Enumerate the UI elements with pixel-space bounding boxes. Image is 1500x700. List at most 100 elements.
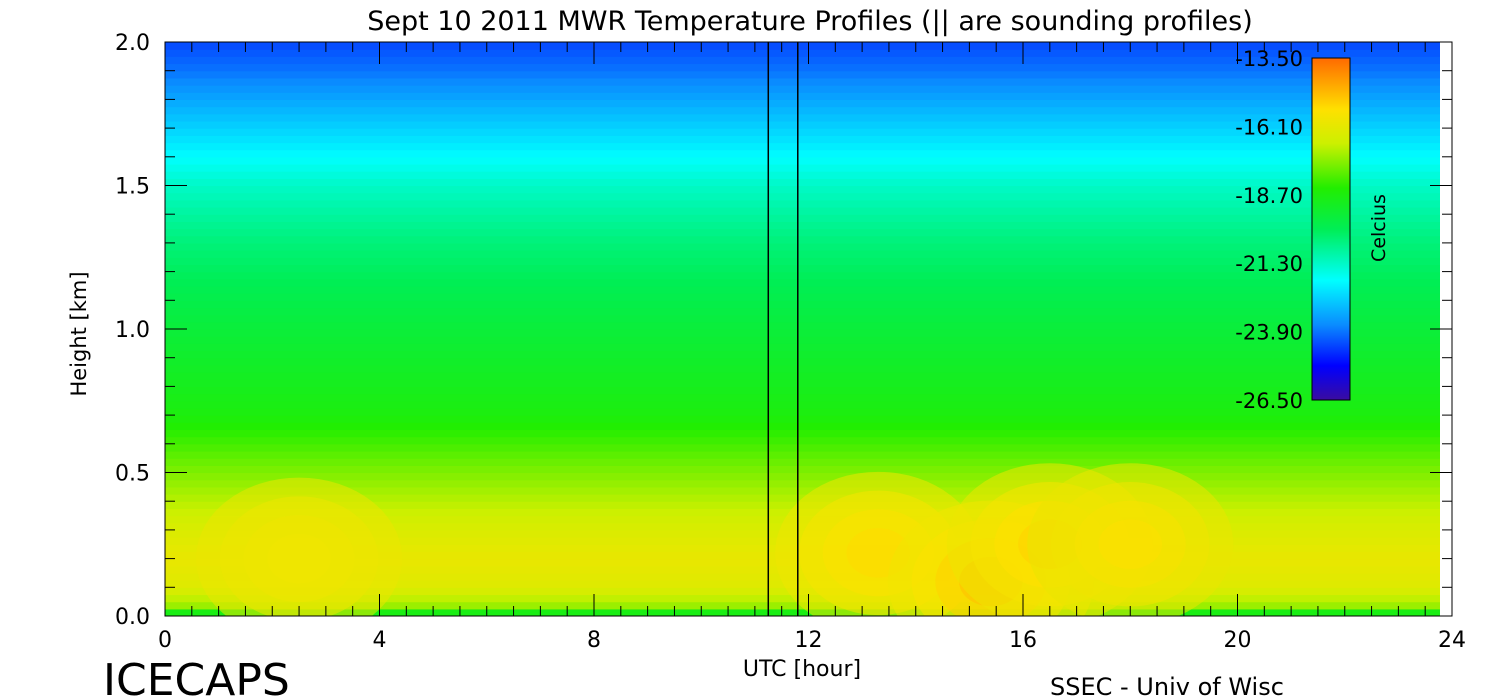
heat-band	[165, 293, 1440, 301]
heat-band	[165, 77, 1440, 86]
heat-band	[165, 228, 1440, 237]
heat-band	[165, 113, 1440, 122]
heat-band	[165, 472, 1440, 481]
heat-band	[165, 372, 1440, 380]
heat-band	[165, 393, 1440, 402]
heat-band	[165, 307, 1440, 316]
heat-band	[165, 443, 1440, 452]
heat-band	[165, 42, 1440, 50]
axis-ticks	[164, 41, 1453, 617]
heat-band	[165, 450, 1440, 459]
heat-band	[165, 422, 1440, 431]
y-tick-label: 0.5	[115, 462, 150, 487]
heat-band	[165, 379, 1440, 387]
y-tick-labels: 0.0 0.5 1.0 1.5 2.0	[115, 31, 150, 630]
heat-band	[165, 436, 1440, 445]
heat-band	[165, 99, 1440, 108]
heat-band	[165, 214, 1440, 222]
heat-band	[165, 242, 1440, 251]
heat-band	[165, 135, 1440, 144]
heat-band	[165, 386, 1440, 395]
chart-title: Sept 10 2011 MWR Temperature Profiles (|…	[367, 6, 1253, 37]
colorbar: -13.50 -16.10 -18.70 -21.30 -23.90 -26.50 Cel…	[1235, 47, 1390, 413]
warm-anomaly	[1098, 519, 1162, 569]
heat-band	[165, 400, 1440, 409]
heat-band	[165, 486, 1440, 495]
heat-band	[165, 465, 1440, 474]
heat-band	[165, 329, 1440, 337]
colorbar-tick-label: -13.50	[1235, 47, 1303, 71]
heat-band	[165, 70, 1440, 79]
heat-band	[165, 192, 1440, 201]
footer-logo-text: ICECAPS	[103, 655, 290, 700]
colorbar-tick-labels: -13.50 -16.10 -18.70 -21.30 -23.90 -26.50	[1235, 47, 1303, 413]
y-tick-label: 2.0	[115, 31, 150, 56]
heat-band	[165, 271, 1440, 280]
heat-band	[165, 357, 1440, 366]
y-tick-label: 0.0	[115, 605, 150, 630]
heat-band	[165, 149, 1440, 158]
colorbar-tick-label: -23.90	[1235, 321, 1303, 345]
heat-band	[165, 106, 1440, 115]
y-tick-label: 1.0	[115, 318, 150, 343]
heat-band	[165, 120, 1440, 129]
heat-band	[165, 221, 1440, 230]
heat-band	[165, 199, 1440, 208]
heat-band	[165, 85, 1440, 93]
colorbar-tick-label: -26.50	[1235, 389, 1303, 413]
heat-band	[165, 156, 1440, 165]
heat-band	[165, 321, 1440, 330]
x-tick-label: 8	[587, 628, 601, 653]
x-tick-label: 24	[1438, 628, 1466, 653]
heat-band	[165, 364, 1440, 373]
heat-band	[165, 494, 1440, 502]
x-tick-label: 4	[373, 628, 387, 653]
heat-band	[165, 415, 1440, 423]
heat-band	[165, 178, 1440, 187]
x-tick-label: 12	[795, 628, 823, 653]
x-axis-label: UTC [hour]	[743, 657, 861, 682]
heat-band	[165, 343, 1440, 352]
heat-band	[165, 185, 1440, 194]
x-tick-label: 16	[1009, 628, 1037, 653]
heat-band	[165, 250, 1440, 258]
y-tick-label: 1.5	[115, 175, 150, 200]
warm-anomaly	[267, 533, 331, 584]
heat-band	[165, 235, 1440, 244]
heat-band	[165, 314, 1440, 323]
warm-anomalies	[196, 463, 1234, 616]
heat-band	[165, 350, 1440, 359]
heat-band	[165, 278, 1440, 287]
x-tick-label: 20	[1224, 628, 1252, 653]
colorbar-tick-label: -16.10	[1235, 115, 1303, 139]
x-tick-labels: 0 4 8 12 16 20 24	[158, 628, 1466, 653]
heat-band	[165, 264, 1440, 273]
heat-band	[165, 128, 1440, 136]
colorbar-tick-label: -21.30	[1235, 252, 1303, 276]
heat-band	[165, 429, 1440, 438]
heat-band	[165, 63, 1440, 72]
heat-band	[165, 142, 1440, 151]
y-axis-label: Height [km]	[67, 271, 91, 396]
heat-band	[165, 285, 1440, 294]
x-tick-label: 0	[158, 628, 172, 653]
colorbar-tick-label: -18.70	[1235, 184, 1303, 208]
heat-band	[165, 49, 1440, 57]
heat-band	[165, 207, 1440, 215]
heat-band	[165, 257, 1440, 266]
heat-band	[165, 300, 1440, 309]
heat-band	[165, 163, 1440, 172]
heat-band	[165, 92, 1440, 100]
heat-band	[165, 407, 1440, 416]
heat-band	[165, 171, 1440, 179]
sounding-markers	[767, 42, 799, 616]
heat-band	[165, 479, 1440, 488]
colorbar-label: Celcius	[1368, 194, 1390, 262]
heat-band	[165, 56, 1440, 65]
heat-band	[165, 336, 1440, 344]
heat-band	[165, 608, 1440, 616]
heat-band	[165, 458, 1440, 466]
colorbar-bar	[1311, 57, 1351, 401]
footer-credit: SSEC - Univ of Wisc	[1050, 673, 1284, 700]
